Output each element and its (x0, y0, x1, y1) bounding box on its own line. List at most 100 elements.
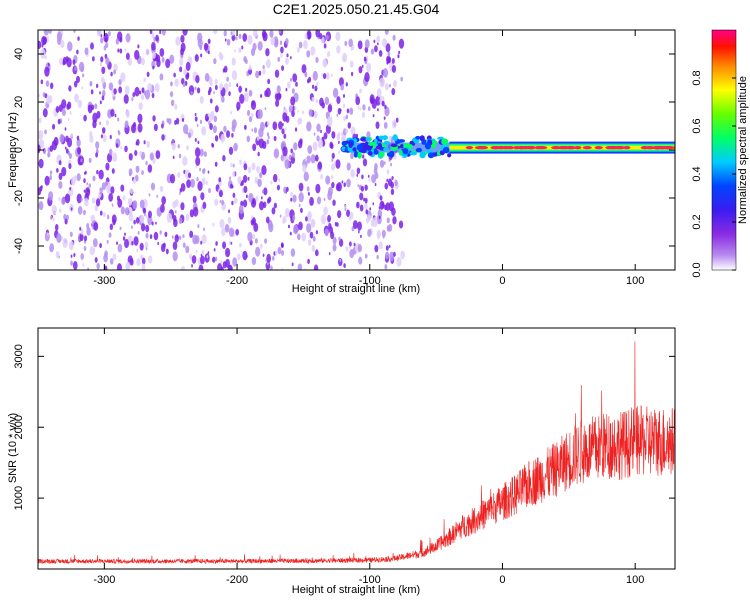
heatmap-cell (393, 251, 396, 257)
heatmap-cell (195, 156, 201, 166)
heatmap-cell (191, 130, 194, 135)
heatmap-cell (392, 34, 396, 41)
x-tick-label: -100 (359, 275, 381, 287)
heatmap-cell (226, 38, 231, 46)
heatmap-cell (83, 114, 87, 122)
x-tick-label: 100 (626, 574, 644, 586)
heatmap-cell (340, 84, 344, 91)
heatmap-cell (159, 230, 162, 235)
heatmap-cell (203, 227, 206, 232)
heatmap-cell (349, 245, 351, 250)
heatmap-cell (159, 185, 164, 193)
signal-blob (424, 142, 432, 150)
heatmap-cell (302, 164, 307, 173)
heatmap-cell (374, 45, 378, 53)
heatmap-cell (115, 143, 119, 148)
heatmap-cell (192, 234, 198, 245)
heatmap-cell (159, 73, 164, 81)
heatmap-cell (398, 50, 401, 55)
heatmap-cell (350, 152, 354, 160)
heatmap-cell (385, 43, 391, 53)
heatmap-cell (357, 105, 360, 110)
heatmap-cell (95, 141, 100, 150)
heatmap-cell (52, 123, 56, 130)
heatmap-cell (172, 155, 175, 160)
heatmap-cell (117, 130, 120, 134)
y-ticks-2: 1000 2000 3000 (13, 344, 675, 510)
heatmap-cell (378, 215, 381, 220)
heatmap-cell (201, 234, 207, 244)
heatmap-cell (124, 238, 129, 249)
signal-peak (551, 146, 562, 150)
heatmap-cell (237, 176, 242, 185)
heatmap-cell (127, 57, 132, 66)
heatmap-cell (177, 171, 181, 179)
heatmap-cell (94, 204, 99, 212)
heatmap-cell (313, 132, 316, 136)
heatmap-cell (101, 127, 106, 134)
heatmap-cell (153, 231, 159, 241)
heatmap-cell (298, 192, 304, 203)
heatmap-cell (188, 85, 195, 96)
heatmap-cell (145, 247, 148, 251)
heatmap-cell (256, 165, 260, 174)
heatmap-cell (386, 217, 390, 224)
heatmap-cell (230, 162, 233, 168)
heatmap-cell (357, 244, 362, 253)
heatmap-cell (220, 266, 224, 270)
signal-blob (415, 135, 421, 140)
heatmap-cell (76, 173, 81, 182)
heatmap-cell (192, 195, 197, 204)
heatmap-cell (55, 250, 60, 259)
heatmap-cell (155, 34, 159, 42)
heatmap-cell (297, 109, 299, 113)
heatmap-cell (120, 206, 125, 215)
heatmap-cell (45, 80, 50, 87)
colorbar: 0.0 0.2 0.4 0.6 0.8 Normalized spectral ampl… (691, 29, 749, 278)
heatmap-cell (374, 244, 379, 253)
heatmap-cell (233, 197, 238, 205)
heatmap-cell (290, 248, 296, 257)
heatmap-cell (65, 148, 69, 154)
heatmap-cell (84, 170, 87, 175)
heatmap-cell (271, 207, 276, 215)
heatmap-cell (58, 160, 62, 166)
heatmap-cell (231, 70, 238, 81)
y-tick-label: 20 (13, 96, 25, 108)
heatmap-cell (343, 182, 346, 188)
heatmap-cell (236, 101, 241, 111)
heatmap-cell (232, 171, 236, 177)
heatmap-cell (298, 41, 303, 49)
heatmap-cell (153, 37, 156, 42)
heatmap-cell (242, 199, 248, 208)
heatmap-cell (243, 163, 248, 171)
heatmap-cell (255, 246, 261, 257)
heatmap-cell (280, 154, 285, 162)
heatmap-cell (108, 82, 114, 91)
heatmap-cell (145, 160, 148, 166)
heatmap-cell (221, 199, 225, 206)
heatmap-cell (324, 96, 330, 105)
heatmap-cell (237, 253, 241, 261)
heatmap-cell (267, 135, 270, 140)
heatmap-cell (357, 40, 363, 50)
heatmap-cell (246, 109, 251, 117)
heatmap-cell (108, 192, 114, 202)
heatmap-cell (169, 54, 175, 64)
heatmap-cell (200, 240, 203, 245)
heatmap-cell (105, 162, 110, 171)
heatmap-cell (225, 130, 231, 138)
heatmap-cell (391, 176, 394, 181)
heatmap-cell (153, 123, 158, 132)
signal-blob (383, 147, 389, 152)
heatmap-cell (264, 238, 268, 244)
heatmap-cell (129, 172, 132, 177)
heatmap-cell (364, 184, 368, 191)
heatmap-cell (270, 36, 276, 46)
heatmap-cell (238, 47, 242, 54)
heatmap-cell (191, 255, 197, 264)
heatmap-cell (207, 90, 211, 96)
signal-peak (661, 146, 673, 150)
heatmap-cell (116, 263, 122, 270)
heatmap-cell (225, 258, 230, 268)
